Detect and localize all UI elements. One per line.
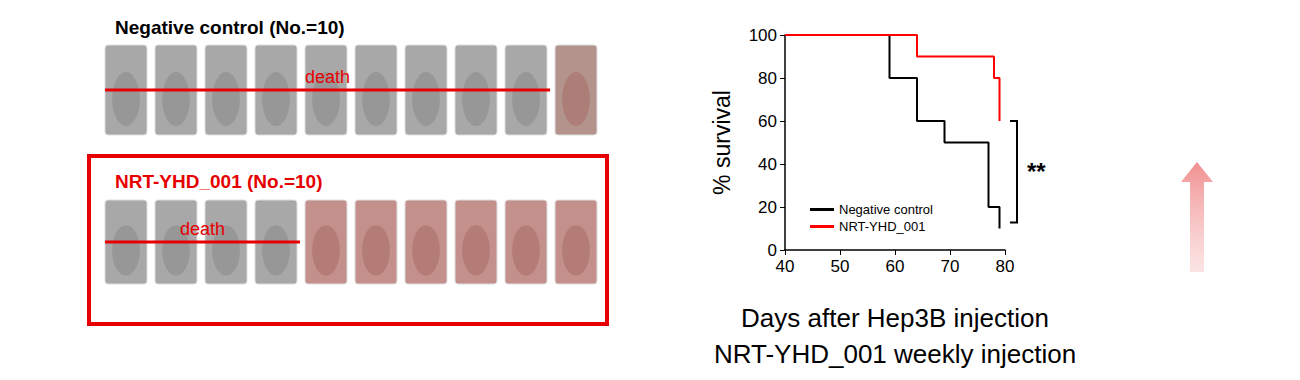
svg-text:0: 0: [767, 240, 777, 260]
svg-text:Negative control (No.=10): Negative control (No.=10): [115, 17, 345, 38]
svg-text:Days after Hep3B injection: Days after Hep3B injection: [741, 303, 1049, 333]
svg-text:NRT-YHD_001: NRT-YHD_001: [839, 219, 925, 234]
svg-text:40: 40: [758, 155, 777, 174]
svg-text:NRT-YHD_001 weekly injection: NRT-YHD_001 weekly injection: [714, 339, 1076, 369]
svg-text:death: death: [305, 67, 350, 87]
svg-text:100: 100: [749, 26, 777, 45]
svg-text:20: 20: [758, 198, 777, 217]
svg-text:60: 60: [758, 112, 777, 131]
svg-text:NRT-YHD_001 (No.=10): NRT-YHD_001 (No.=10): [115, 171, 322, 192]
svg-text:60: 60: [886, 257, 905, 276]
svg-text:Negative control: Negative control: [839, 202, 933, 217]
svg-text:% survival: % survival: [709, 90, 735, 195]
svg-text:40: 40: [776, 257, 795, 276]
svg-text:50: 50: [831, 257, 850, 276]
svg-text:**: **: [1027, 158, 1046, 185]
svg-text:80: 80: [996, 257, 1015, 276]
svg-text:80: 80: [758, 69, 777, 88]
svg-text:death: death: [180, 219, 225, 239]
svg-text:70: 70: [941, 257, 960, 276]
